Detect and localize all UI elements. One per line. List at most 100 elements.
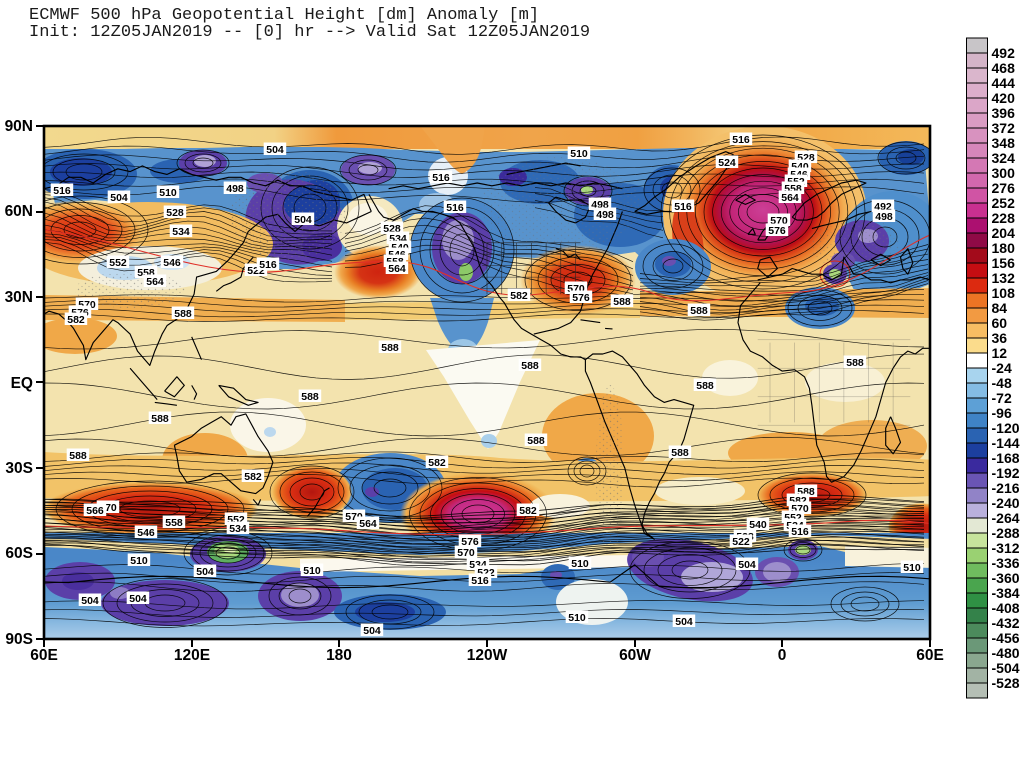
svg-text:-432: -432 (992, 615, 1020, 631)
svg-text:516: 516 (432, 172, 450, 184)
svg-text:348: 348 (992, 135, 1016, 151)
svg-text:522: 522 (732, 536, 750, 548)
svg-text:582: 582 (428, 457, 446, 469)
svg-text:516: 516 (259, 259, 277, 271)
svg-text:510: 510 (159, 187, 177, 199)
svg-text:-504: -504 (992, 660, 1020, 676)
svg-text:582: 582 (510, 290, 528, 302)
svg-text:498: 498 (226, 183, 244, 195)
svg-text:576: 576 (768, 225, 786, 237)
svg-text:582: 582 (519, 505, 537, 517)
svg-text:498: 498 (875, 211, 893, 223)
svg-text:504: 504 (294, 214, 312, 226)
svg-text:-408: -408 (992, 600, 1020, 616)
svg-text:558: 558 (165, 517, 183, 529)
svg-text:444: 444 (992, 75, 1016, 91)
svg-text:504: 504 (129, 593, 147, 605)
svg-text:510: 510 (571, 558, 589, 570)
svg-text:510: 510 (130, 555, 148, 567)
svg-text:252: 252 (992, 195, 1016, 211)
svg-text:576: 576 (572, 292, 590, 304)
svg-text:228: 228 (992, 210, 1016, 226)
svg-text:-120: -120 (992, 420, 1020, 436)
svg-text:564: 564 (146, 276, 164, 288)
svg-text:516: 516 (471, 575, 489, 587)
svg-text:588: 588 (174, 308, 192, 320)
svg-text:-168: -168 (992, 450, 1020, 466)
svg-text:588: 588 (381, 342, 399, 354)
svg-text:-48: -48 (992, 375, 1012, 391)
svg-text:510: 510 (570, 148, 588, 160)
svg-text:498: 498 (596, 209, 614, 221)
svg-text:534: 534 (229, 523, 247, 535)
svg-text:-24: -24 (992, 360, 1012, 376)
svg-text:546: 546 (137, 527, 155, 539)
svg-text:180: 180 (992, 240, 1016, 256)
svg-text:-480: -480 (992, 645, 1020, 661)
svg-text:-144: -144 (992, 435, 1020, 451)
svg-text:516: 516 (446, 202, 464, 214)
svg-text:Init: 12Z05JAN2019 -- [0] hr -: Init: 12Z05JAN2019 -- [0] hr --> Valid S… (29, 23, 590, 42)
svg-text:588: 588 (521, 360, 539, 372)
svg-text:576: 576 (461, 536, 479, 548)
svg-text:324: 324 (992, 150, 1016, 166)
svg-text:ECMWF 500 hPa Geopotential Hei: ECMWF 500 hPa Geopotential Height [dm] A… (29, 6, 539, 25)
svg-text:-216: -216 (992, 480, 1020, 496)
svg-text:588: 588 (301, 391, 319, 403)
svg-text:30S: 30S (5, 460, 33, 477)
svg-text:60E: 60E (916, 647, 944, 664)
svg-text:588: 588 (696, 380, 714, 392)
svg-text:90N: 90N (5, 118, 33, 135)
svg-text:468: 468 (992, 60, 1016, 76)
svg-text:12: 12 (992, 345, 1008, 361)
svg-text:36: 36 (992, 330, 1008, 346)
svg-text:-240: -240 (992, 495, 1020, 511)
svg-text:120E: 120E (174, 647, 210, 664)
svg-text:588: 588 (846, 357, 864, 369)
svg-text:588: 588 (690, 305, 708, 317)
svg-text:204: 204 (992, 225, 1016, 241)
svg-text:-192: -192 (992, 465, 1020, 481)
svg-text:60: 60 (992, 315, 1008, 331)
svg-text:588: 588 (69, 450, 87, 462)
svg-text:372: 372 (992, 120, 1016, 136)
svg-text:0: 0 (778, 647, 787, 664)
svg-text:516: 516 (53, 185, 71, 197)
svg-text:60W: 60W (619, 647, 651, 664)
svg-text:534: 534 (172, 226, 190, 238)
svg-text:566: 566 (86, 505, 104, 517)
svg-text:552: 552 (109, 257, 127, 269)
svg-text:516: 516 (674, 201, 692, 213)
svg-text:-288: -288 (992, 525, 1020, 541)
svg-text:84: 84 (992, 300, 1008, 316)
svg-text:564: 564 (388, 263, 406, 275)
svg-text:516: 516 (791, 526, 809, 538)
svg-text:132: 132 (992, 270, 1016, 286)
svg-text:588: 588 (527, 435, 545, 447)
svg-text:570: 570 (457, 547, 475, 559)
svg-text:90S: 90S (5, 631, 33, 648)
svg-text:564: 564 (781, 192, 799, 204)
svg-text:504: 504 (738, 559, 756, 571)
svg-text:588: 588 (671, 447, 689, 459)
svg-text:582: 582 (67, 314, 85, 326)
svg-text:-528: -528 (992, 675, 1020, 691)
svg-text:-312: -312 (992, 540, 1020, 556)
svg-text:60E: 60E (30, 647, 58, 664)
svg-text:504: 504 (81, 595, 99, 607)
svg-text:582: 582 (244, 471, 262, 483)
svg-text:564: 564 (359, 518, 377, 530)
svg-text:420: 420 (992, 90, 1016, 106)
svg-text:156: 156 (992, 255, 1016, 271)
svg-text:510: 510 (903, 562, 921, 574)
svg-text:30N: 30N (5, 289, 33, 306)
svg-text:-336: -336 (992, 555, 1020, 571)
svg-text:396: 396 (992, 105, 1016, 121)
svg-text:504: 504 (110, 192, 128, 204)
svg-text:510: 510 (568, 612, 586, 624)
svg-text:504: 504 (363, 625, 381, 637)
svg-text:540: 540 (749, 519, 767, 531)
svg-text:EQ: EQ (11, 375, 33, 392)
svg-text:504: 504 (266, 144, 284, 156)
svg-text:-72: -72 (992, 390, 1012, 406)
